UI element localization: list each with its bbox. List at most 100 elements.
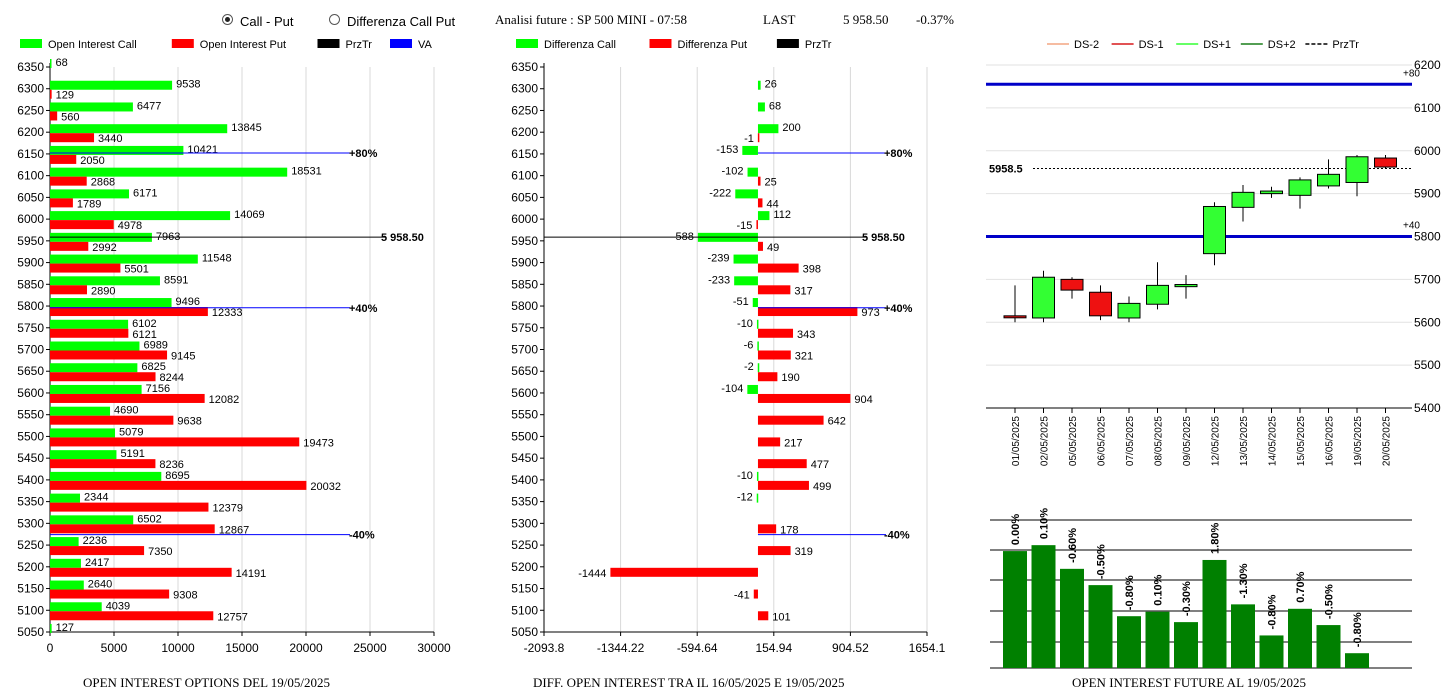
pct-bar — [1259, 635, 1284, 668]
diff-put-bar — [757, 133, 760, 143]
x-tick-label: 25000 — [353, 641, 387, 655]
strike-label: 5850 — [17, 277, 44, 291]
diff-call-label: -233 — [708, 274, 730, 286]
diff-put-label: 49 — [767, 242, 779, 254]
date-label: 08/05/2025 — [1154, 416, 1165, 466]
strike-label: 6250 — [17, 103, 44, 117]
strike-label: 6200 — [511, 125, 538, 139]
analysis-title: Analisi future : SP 500 MINI - 07:58 — [495, 12, 687, 27]
call-bar — [50, 537, 79, 547]
diff-put-bar — [757, 285, 791, 295]
last-change: -0.37% — [916, 12, 954, 27]
candle-body — [1060, 278, 1084, 291]
put-value-label: 2890 — [91, 285, 115, 297]
x-tick-label: -1344.22 — [597, 641, 645, 655]
pct-label: -1.30% — [1238, 563, 1250, 598]
call-value-label: 18531 — [291, 166, 322, 178]
call-value-label: 6171 — [133, 187, 157, 199]
strike-label: 5650 — [511, 364, 538, 378]
va-line-label: +80% — [884, 148, 913, 160]
radio-differenza[interactable] — [329, 14, 340, 25]
radio-differenza-label[interactable]: Differenza Call Put — [347, 14, 456, 29]
strike-label: 5250 — [511, 538, 538, 552]
call-bar — [50, 515, 134, 525]
strike-label: 5900 — [511, 256, 538, 270]
strike-label: 5850 — [511, 277, 538, 291]
y-tick-label: 5800 — [1414, 230, 1441, 244]
legend-label: Open Interest Put — [200, 39, 286, 51]
diff-put-bar — [757, 611, 769, 621]
candle-body — [1174, 284, 1198, 288]
strike-label: 5500 — [511, 429, 538, 443]
diff-put-label: 101 — [772, 611, 790, 623]
diff-call-label: -2 — [744, 361, 754, 373]
pct-label: -0.60% — [1067, 528, 1079, 563]
call-value-label: 6989 — [143, 340, 167, 352]
pct-bar — [1145, 611, 1170, 668]
call-value-label: 4039 — [106, 600, 130, 612]
diff-call-bar — [747, 167, 758, 177]
pct-label: -0.80% — [1352, 612, 1364, 647]
put-bar — [50, 567, 232, 577]
diff-call-bar — [742, 145, 758, 155]
pct-bar — [1117, 616, 1141, 668]
call-bar — [50, 145, 184, 155]
call-bar — [50, 602, 102, 612]
radio-call-put[interactable] — [222, 14, 233, 25]
legend-label: PrzTr — [1332, 39, 1359, 51]
y-tick-label: 5900 — [1414, 187, 1441, 201]
put-value-label: 9308 — [173, 590, 197, 602]
put-value-label: 2050 — [80, 155, 104, 167]
strike-label: 5200 — [511, 560, 538, 574]
call-bar — [50, 580, 84, 590]
strike-label: 6100 — [17, 169, 44, 183]
diff-put-bar — [757, 350, 791, 360]
put-bar — [50, 89, 52, 99]
strike-label: 6200 — [17, 125, 44, 139]
strike-label: 5100 — [511, 603, 538, 617]
legend-swatch — [171, 39, 194, 48]
put-bar — [50, 241, 89, 251]
x-tick-label: 154.94 — [755, 641, 792, 655]
call-value-label: 9496 — [176, 296, 200, 308]
legend-swatch — [317, 39, 340, 48]
diff-put-label: 44 — [766, 198, 778, 210]
legend-swatch — [20, 39, 42, 48]
put-value-label: 12333 — [212, 307, 243, 319]
diff-put-label: 973 — [861, 307, 879, 319]
strike-label: 5450 — [17, 451, 44, 465]
diff-call-bar — [757, 80, 761, 90]
call-bar — [50, 276, 160, 286]
put-bar — [50, 220, 114, 230]
pct-label: 0.10% — [1039, 508, 1051, 539]
strike-label: 5400 — [511, 473, 538, 487]
legend-label: DS-1 — [1139, 39, 1164, 51]
x-tick-label: 20000 — [289, 641, 323, 655]
date-label: 19/05/2025 — [1353, 416, 1364, 466]
legend-label: PrzTr — [805, 39, 832, 51]
diff-put-bar — [757, 307, 858, 317]
strike-label: 6250 — [511, 103, 538, 117]
call-value-label: 7156 — [146, 383, 170, 395]
put-bar — [50, 459, 156, 469]
strike-label: 5750 — [17, 321, 44, 335]
date-label: 01/05/2025 — [1011, 416, 1022, 466]
pct-label: 1.80% — [1210, 523, 1222, 554]
legend-label: PrzTr — [346, 39, 373, 51]
put-value-label: 4978 — [118, 220, 142, 232]
diff-put-label: 190 — [781, 372, 799, 384]
call-bar — [50, 80, 173, 90]
put-value-label: 9638 — [177, 416, 201, 428]
radio-call-put-label[interactable]: Call - Put — [240, 14, 294, 29]
pct-label: -0.30% — [1181, 581, 1193, 616]
put-bar — [50, 176, 87, 186]
put-value-label: 19473 — [303, 437, 334, 449]
diff-put-bar — [756, 220, 758, 230]
pct-bar — [1174, 622, 1198, 668]
candle-body — [1345, 156, 1369, 183]
date-label: 02/05/2025 — [1040, 416, 1051, 466]
call-value-label: 6502 — [137, 513, 161, 525]
put-bar — [50, 502, 209, 512]
legend-swatch — [390, 39, 412, 48]
y-tick-label: 5700 — [1414, 272, 1441, 286]
